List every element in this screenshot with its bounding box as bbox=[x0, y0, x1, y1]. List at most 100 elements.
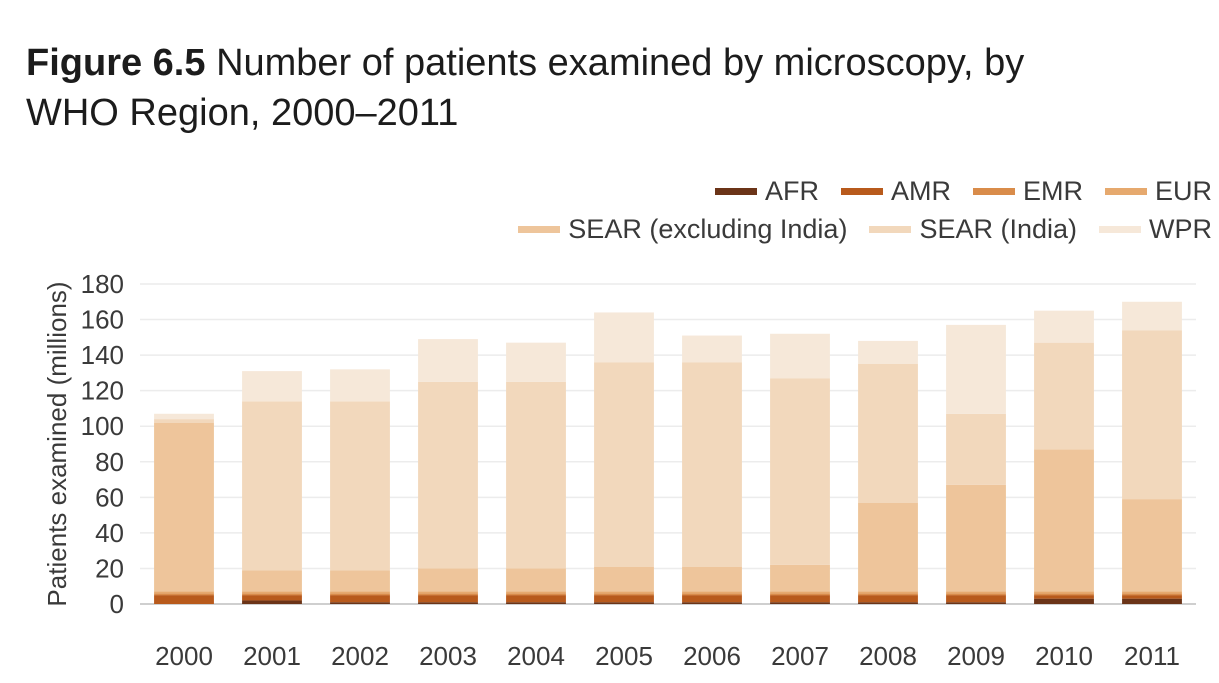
bar-emr-2004 bbox=[506, 593, 566, 596]
bar-afr-2008 bbox=[858, 602, 918, 604]
bar-wpr-2009 bbox=[946, 324, 1006, 414]
bar-amr-2000 bbox=[154, 595, 214, 604]
legend-swatch-sear-india bbox=[869, 225, 912, 233]
bar-afr-2004 bbox=[506, 602, 566, 604]
grid-lines bbox=[140, 283, 1196, 605]
bar-stack-2001 bbox=[242, 371, 302, 604]
bar-wpr-2010 bbox=[1034, 310, 1094, 343]
bar-sear-excluding-india-2002 bbox=[330, 570, 390, 592]
x-tick-label-2000: 2000 bbox=[155, 641, 213, 671]
figure-label: Figure 6.5 bbox=[26, 42, 206, 84]
legend-label-eur: EUR bbox=[1154, 175, 1212, 206]
bar-sear-india-2007 bbox=[770, 378, 830, 565]
y-tick-label-140: 140 bbox=[81, 340, 124, 370]
bar-sear-india-2000 bbox=[154, 419, 214, 423]
bar-eur-2003 bbox=[418, 591, 478, 594]
legend-swatch-wpr bbox=[1099, 225, 1141, 233]
legend-swatch-emr bbox=[972, 187, 1015, 195]
bar-eur-2008 bbox=[858, 591, 918, 594]
bar-eur-2009 bbox=[946, 591, 1006, 594]
legend-swatch-amr bbox=[840, 187, 883, 195]
bar-eur-2004 bbox=[506, 591, 566, 594]
legend-row-2: SEAR (excluding India) SEAR (India) WPR bbox=[400, 210, 1212, 248]
bar-wpr-2002 bbox=[330, 369, 390, 402]
legend-item-sear-india: SEAR (India) bbox=[869, 214, 1077, 245]
y-tick-label-160: 160 bbox=[81, 305, 124, 335]
bar-eur-2002 bbox=[330, 591, 390, 594]
y-axis-tick-labels: 0 20 40 60 80 100 120 140 160 180 bbox=[81, 269, 124, 619]
bar-stack-2007 bbox=[770, 333, 830, 604]
bar-afr-2011 bbox=[1122, 598, 1182, 604]
bar-emr-2009 bbox=[946, 593, 1006, 596]
y-axis-title: Patients examined (millions) bbox=[42, 281, 72, 606]
bar-emr-2003 bbox=[418, 593, 478, 596]
legend-label-amr: AMR bbox=[890, 175, 951, 206]
bar-sear-india-2004 bbox=[506, 381, 566, 569]
bar-amr-2009 bbox=[946, 595, 1006, 603]
bar-stack-2010 bbox=[1034, 310, 1094, 604]
bar-amr-2008 bbox=[858, 595, 918, 603]
bar-amr-2005 bbox=[594, 595, 654, 603]
y-tick-label-120: 120 bbox=[81, 376, 124, 406]
legend-item-emr: EMR bbox=[972, 176, 1083, 207]
bar-wpr-2008 bbox=[858, 340, 918, 364]
bar-wpr-2001 bbox=[242, 371, 302, 402]
y-tick-label-180: 180 bbox=[81, 269, 124, 299]
bar-wpr-2004 bbox=[506, 342, 566, 382]
bar-afr-2002 bbox=[330, 602, 390, 604]
bar-wpr-2005 bbox=[594, 312, 654, 363]
bar-sear-india-2010 bbox=[1034, 342, 1094, 450]
figure-title-text: Number of patients examined by microscop… bbox=[26, 42, 1025, 134]
bar-amr-2010 bbox=[1034, 595, 1094, 599]
legend-swatch-eur bbox=[1104, 187, 1147, 195]
bar-sear-india-2011 bbox=[1122, 330, 1182, 500]
bar-stack-2005 bbox=[594, 312, 654, 604]
bar-sear-excluding-india-2003 bbox=[418, 568, 478, 592]
bar-eur-2010 bbox=[1034, 591, 1094, 594]
legend-item-amr: AMR bbox=[840, 175, 951, 207]
bar-amr-2004 bbox=[506, 595, 566, 603]
bar-emr-2007 bbox=[770, 593, 830, 596]
bar-stack-2009 bbox=[946, 324, 1006, 604]
bar-afr-2001 bbox=[242, 600, 302, 604]
bar-wpr-2000 bbox=[154, 413, 214, 420]
bar-sear-india-2005 bbox=[594, 362, 654, 567]
bar-wpr-2011 bbox=[1122, 301, 1182, 331]
y-tick-label-20: 20 bbox=[95, 553, 124, 583]
bar-wpr-2006 bbox=[682, 335, 742, 363]
bar-afr-2010 bbox=[1034, 598, 1094, 604]
bar-afr-2005 bbox=[594, 602, 654, 604]
bar-stack-2006 bbox=[682, 335, 742, 604]
bar-sear-excluding-india-2009 bbox=[946, 484, 1006, 592]
legend-label-afr: AFR bbox=[764, 175, 819, 206]
bar-emr-2005 bbox=[594, 593, 654, 596]
x-tick-label-2004: 2004 bbox=[507, 641, 565, 671]
bar-sear-india-2006 bbox=[682, 362, 742, 567]
bar-sear-india-2003 bbox=[418, 381, 478, 569]
y-tick-label-40: 40 bbox=[95, 518, 124, 548]
bar-sear-excluding-india-2005 bbox=[594, 566, 654, 592]
chart-legend: AFR AMR EMR EUR SEAR (excluding India) S… bbox=[400, 172, 1218, 248]
x-tick-label-2008: 2008 bbox=[859, 641, 917, 671]
x-tick-label-2007: 2007 bbox=[771, 641, 829, 671]
bar-stack-2000 bbox=[154, 413, 214, 604]
bar-amr-2011 bbox=[1122, 595, 1182, 599]
bar-sear-excluding-india-2000 bbox=[154, 422, 214, 592]
bar-emr-2010 bbox=[1034, 593, 1094, 596]
bar-sear-india-2008 bbox=[858, 364, 918, 503]
y-tick-label-0: 0 bbox=[110, 589, 124, 619]
x-tick-label-2002: 2002 bbox=[331, 641, 389, 671]
bar-sear-india-2001 bbox=[242, 401, 302, 571]
legend-label-sear-india: SEAR (India) bbox=[919, 213, 1077, 244]
y-tick-label-80: 80 bbox=[95, 447, 124, 477]
x-tick-label-2010: 2010 bbox=[1035, 641, 1093, 671]
bar-emr-2001 bbox=[242, 593, 302, 596]
x-tick-label-2001: 2001 bbox=[243, 641, 301, 671]
legend-swatch-afr bbox=[714, 187, 757, 195]
x-tick-label-2005: 2005 bbox=[595, 641, 653, 671]
bar-afr-2007 bbox=[770, 602, 830, 604]
x-tick-label-2003: 2003 bbox=[419, 641, 477, 671]
legend-label-sear-excl-india: SEAR (excluding India) bbox=[568, 213, 848, 244]
bar-stack-2008 bbox=[858, 340, 918, 604]
bar-afr-2003 bbox=[418, 602, 478, 604]
